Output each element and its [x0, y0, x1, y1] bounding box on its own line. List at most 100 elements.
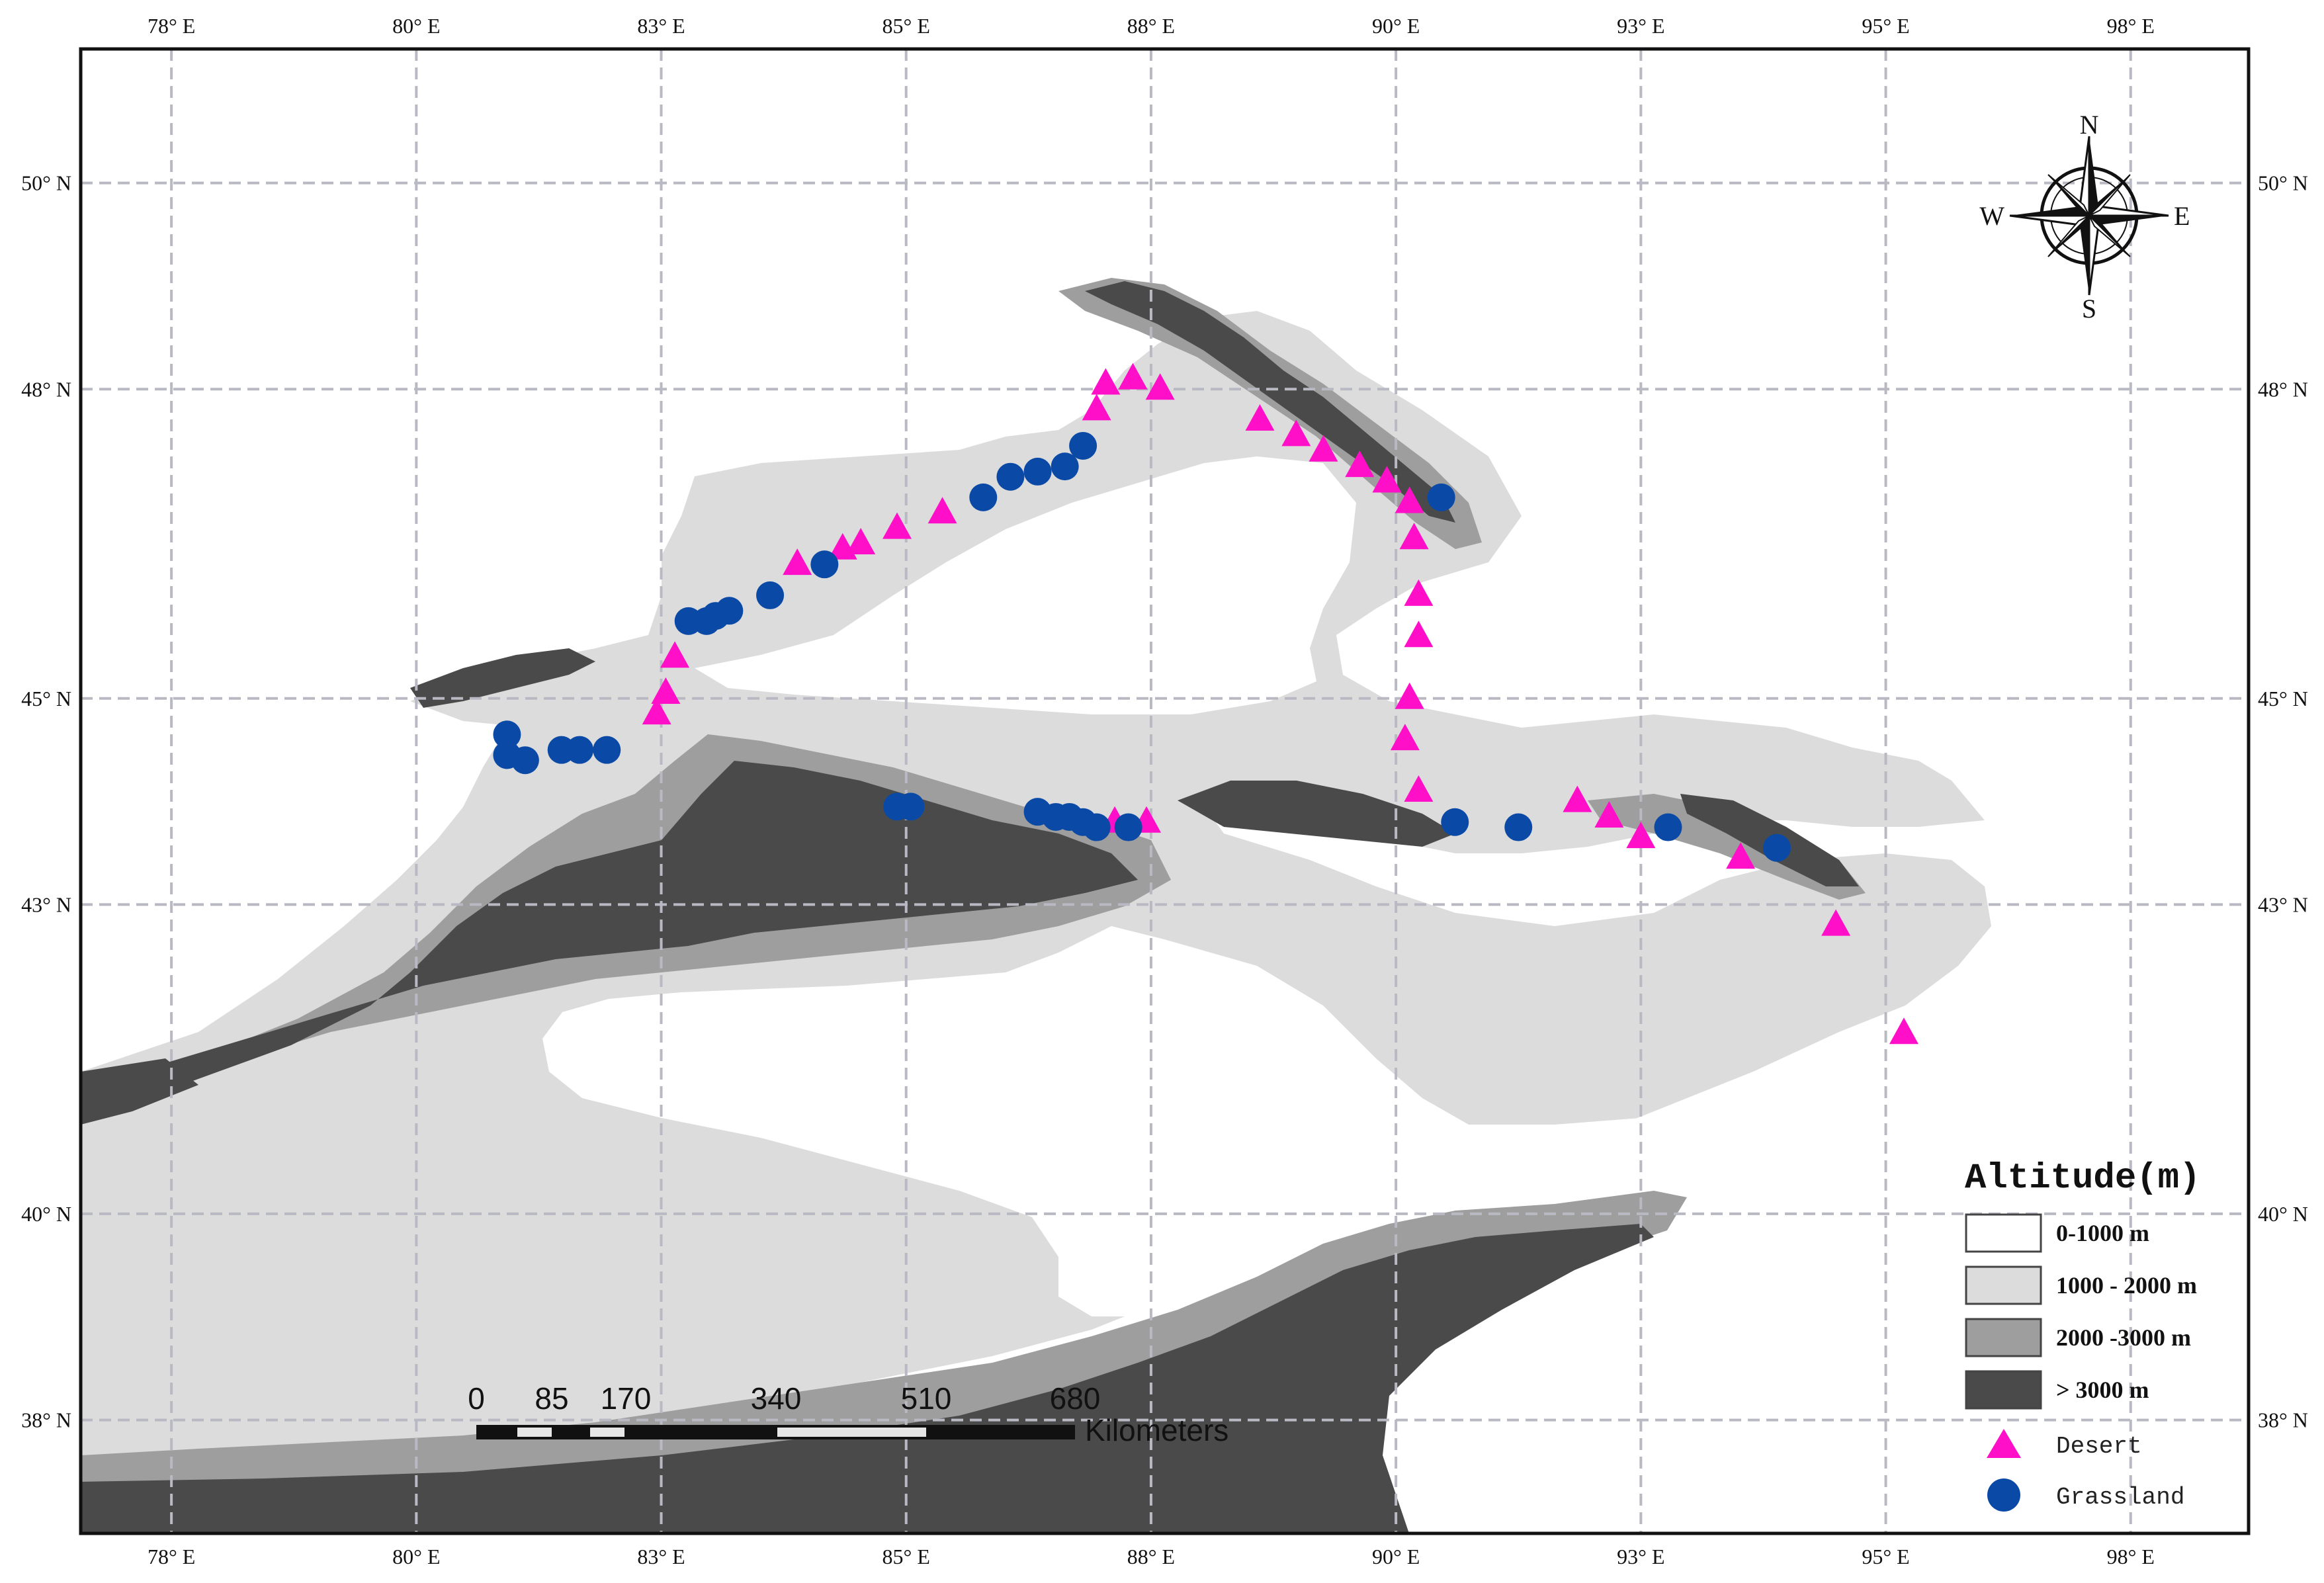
legend-label-grassland: Grassland [2056, 1484, 2184, 1511]
desert-site-marker [1404, 579, 1434, 606]
longitude-label: 78° E [148, 1545, 195, 1568]
grassland-site-marker [715, 597, 744, 625]
latitude-label: 45° N [21, 687, 71, 710]
terrain-2000-3000-altay [1058, 278, 1482, 549]
desert-sites [642, 363, 1918, 1045]
desert-site-marker [1372, 466, 1402, 493]
latitude-label: 45° N [2258, 687, 2308, 710]
desert-site-marker [1594, 800, 1624, 828]
desert-site-marker [1395, 486, 1424, 513]
longitude-label: 98° E [2107, 14, 2155, 38]
longitude-label: 88° E [1127, 14, 1175, 38]
desert-site-marker [1626, 822, 1656, 849]
grassland-site-marker [969, 483, 998, 511]
longitude-label: 98° E [2107, 1545, 2155, 1568]
compass-south: S [2082, 294, 2096, 323]
legend-grassland-symbol [1987, 1478, 2020, 1512]
north-arrow-icon: N S E W [1979, 110, 2190, 323]
latitude-label: 48° N [2258, 377, 2308, 401]
latitude-label: 48° N [21, 377, 71, 401]
desert-site-marker [1345, 450, 1375, 478]
desert-site-marker [927, 497, 957, 524]
grassland-site-marker [1763, 834, 1791, 862]
legend-swatch-3000-plus [1965, 1370, 2042, 1410]
desert-site-marker [783, 548, 812, 576]
latitude-label: 38° N [2258, 1408, 2308, 1432]
legend-desert-symbol [1987, 1429, 2021, 1458]
latitude-label: 43° N [2258, 892, 2308, 916]
grassland-site-marker [1504, 813, 1533, 841]
legend-label-1000-2000: 1000 - 2000 m [2056, 1272, 2197, 1299]
scale-unit: Kilometers [1085, 1413, 1228, 1447]
scale-label-510: 510 [901, 1381, 952, 1416]
grassland-site-marker [1069, 431, 1097, 460]
terrain-3000-ili [410, 648, 595, 708]
scale-bar-segment [590, 1428, 624, 1437]
desert-site-marker [1821, 909, 1851, 936]
longitude-label: 95° E [1862, 14, 1909, 38]
latitude-labels-right: 50° N 48° N 45° N 43° N 40° N 38° N [2258, 171, 2308, 1432]
grassland-site-marker [593, 736, 621, 764]
legend-label-3000-plus: > 3000 m [2056, 1377, 2149, 1403]
graticule [81, 49, 2249, 1533]
longitude-label: 93° E [1617, 14, 1664, 38]
desert-site-marker [1245, 404, 1275, 431]
terrain-0-1000-junggar [695, 456, 1356, 714]
grassland-site-marker [756, 581, 785, 609]
scale-label-170: 170 [601, 1381, 652, 1416]
scale-bar: 0 85 170 340 510 680 Kilometers [468, 1381, 1228, 1447]
longitude-label: 80° E [392, 1545, 440, 1568]
latitude-label: 38° N [21, 1408, 71, 1432]
desert-site-marker [1145, 373, 1175, 400]
terrain-3000-kunlun [81, 1224, 1654, 1533]
longitude-label: 83° E [637, 14, 685, 38]
grassland-site-marker [996, 462, 1025, 491]
grassland-sites [493, 431, 1791, 862]
terrain-layer [81, 278, 1991, 1533]
desert-site-marker [651, 677, 681, 704]
grassland-site-marker [1023, 457, 1052, 486]
longitude-label: 80° E [392, 14, 440, 38]
desert-site-marker [1404, 775, 1434, 802]
legend-title: Altitude(m) [1965, 1158, 2200, 1199]
grassland-site-marker [1441, 808, 1469, 836]
desert-site-marker [1395, 682, 1424, 709]
desert-site-marker [846, 528, 876, 554]
grassland-site-marker [493, 720, 521, 749]
grassland-site-marker [566, 736, 594, 764]
compass-east: E [2174, 201, 2190, 231]
grassland-site-marker [1051, 452, 1079, 481]
terrain-3000-eastern-tianshan [1178, 781, 1455, 847]
legend-swatch-2000-3000 [1965, 1318, 2042, 1357]
grassland-site-marker [1082, 813, 1111, 841]
scale-label-340: 340 [751, 1381, 802, 1416]
grassland-site-marker [1114, 813, 1142, 841]
terrain-3000-sw [81, 1058, 198, 1125]
scale-bar-segment [777, 1428, 926, 1437]
grassland-site-marker [1427, 483, 1455, 511]
longitude-label: 90° E [1372, 14, 1420, 38]
scale-label-85: 85 [535, 1381, 568, 1416]
desert-site-marker [660, 641, 690, 668]
latitude-labels-left: 50° N 48° N 45° N 43° N 40° N 38° N [21, 171, 71, 1432]
latitude-label: 40° N [21, 1202, 71, 1226]
legend-swatch-0-1000 [1965, 1213, 2042, 1253]
desert-site-marker [1563, 785, 1592, 812]
latitude-label: 50° N [2258, 171, 2308, 195]
longitude-label: 93° E [1617, 1545, 1664, 1568]
desert-site-marker [1091, 368, 1121, 395]
scale-label-0: 0 [468, 1381, 485, 1416]
grassland-site-marker [1654, 813, 1682, 841]
scale-label-680: 680 [1050, 1381, 1101, 1416]
longitude-labels-top: 78° E 80° E 83° E 85° E 88° E 90° E 93° E 95° E… [148, 14, 2155, 38]
legend-swatch-1000-2000 [1965, 1265, 2042, 1305]
desert-site-marker [1118, 363, 1148, 390]
compass-north: N [2080, 110, 2099, 140]
desert-site-marker [1404, 620, 1434, 648]
legend-label-desert: Desert [2056, 1433, 2142, 1460]
scale-bar-segment [517, 1428, 552, 1437]
longitude-labels-bottom: 78° E 80° E 83° E 85° E 88° E 90° E 93° E 95° E… [148, 1545, 2155, 1568]
desert-site-marker [1889, 1017, 1918, 1045]
longitude-label: 95° E [1862, 1545, 1909, 1568]
desert-site-marker [882, 512, 912, 539]
